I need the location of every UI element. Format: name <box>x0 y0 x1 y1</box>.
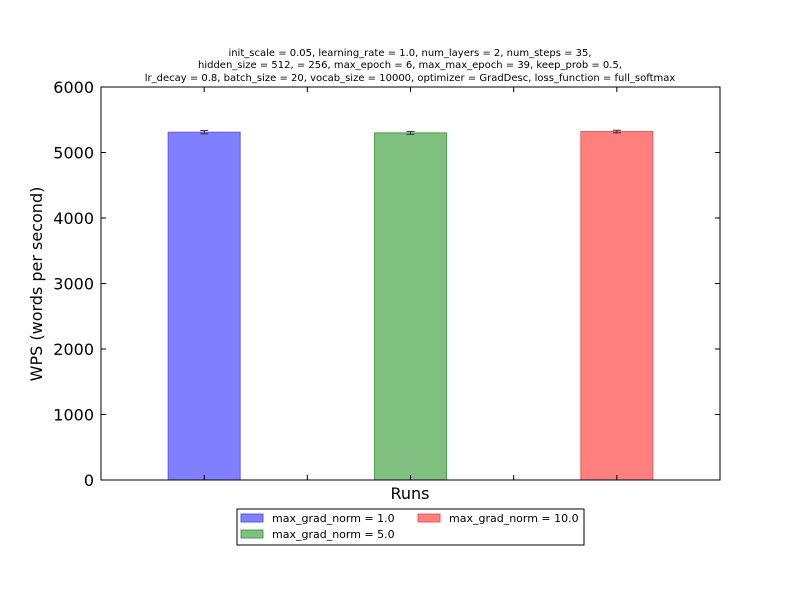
y-tick-label: 3000 <box>53 275 94 294</box>
y-tick-label: 0 <box>84 471 94 490</box>
x-axis-label: Runs <box>390 484 429 503</box>
y-tick-label: 1000 <box>53 406 94 425</box>
legend-swatch-2 <box>240 529 264 539</box>
legend-label-2: max_grad_norm = 5.0 <box>272 528 395 541</box>
y-tick-label: 5000 <box>53 144 94 163</box>
y-tick-label: 2000 <box>53 340 94 359</box>
error-bars-group <box>200 129 621 135</box>
title-line-1: init_scale = 0.05, learning_rate = 1.0, … <box>228 48 591 59</box>
legend-label-1: max_grad_norm = 1.0 <box>272 512 395 525</box>
title-line-3: lr_decay = 0.8, batch_size = 20, vocab_s… <box>145 73 676 84</box>
y-tick-label: 6000 <box>53 78 94 97</box>
bar-3 <box>580 131 654 481</box>
legend-frame <box>236 508 585 546</box>
y-tick-label: 4000 <box>53 209 94 228</box>
bars-group <box>167 131 654 481</box>
legend-swatch-1 <box>240 513 264 523</box>
ticks-group: 0 1000 2000 3000 4000 5000 6000 <box>53 78 720 490</box>
legend-swatch-3 <box>417 513 441 523</box>
plot-frame <box>100 86 721 481</box>
title-line-2: hidden_size = 512, = 256, max_epoch = 6,… <box>198 60 622 71</box>
y-axis-label: WPS (words per second) <box>27 187 46 382</box>
bar-1 <box>167 131 241 481</box>
chart-title: init_scale = 0.05, learning_rate = 1.0, … <box>145 48 676 84</box>
legend-label-3: max_grad_norm = 10.0 <box>449 512 579 525</box>
bar-2 <box>374 132 447 481</box>
legend: max_grad_norm = 1.0 max_grad_norm = 5.0 ma… <box>236 508 585 546</box>
